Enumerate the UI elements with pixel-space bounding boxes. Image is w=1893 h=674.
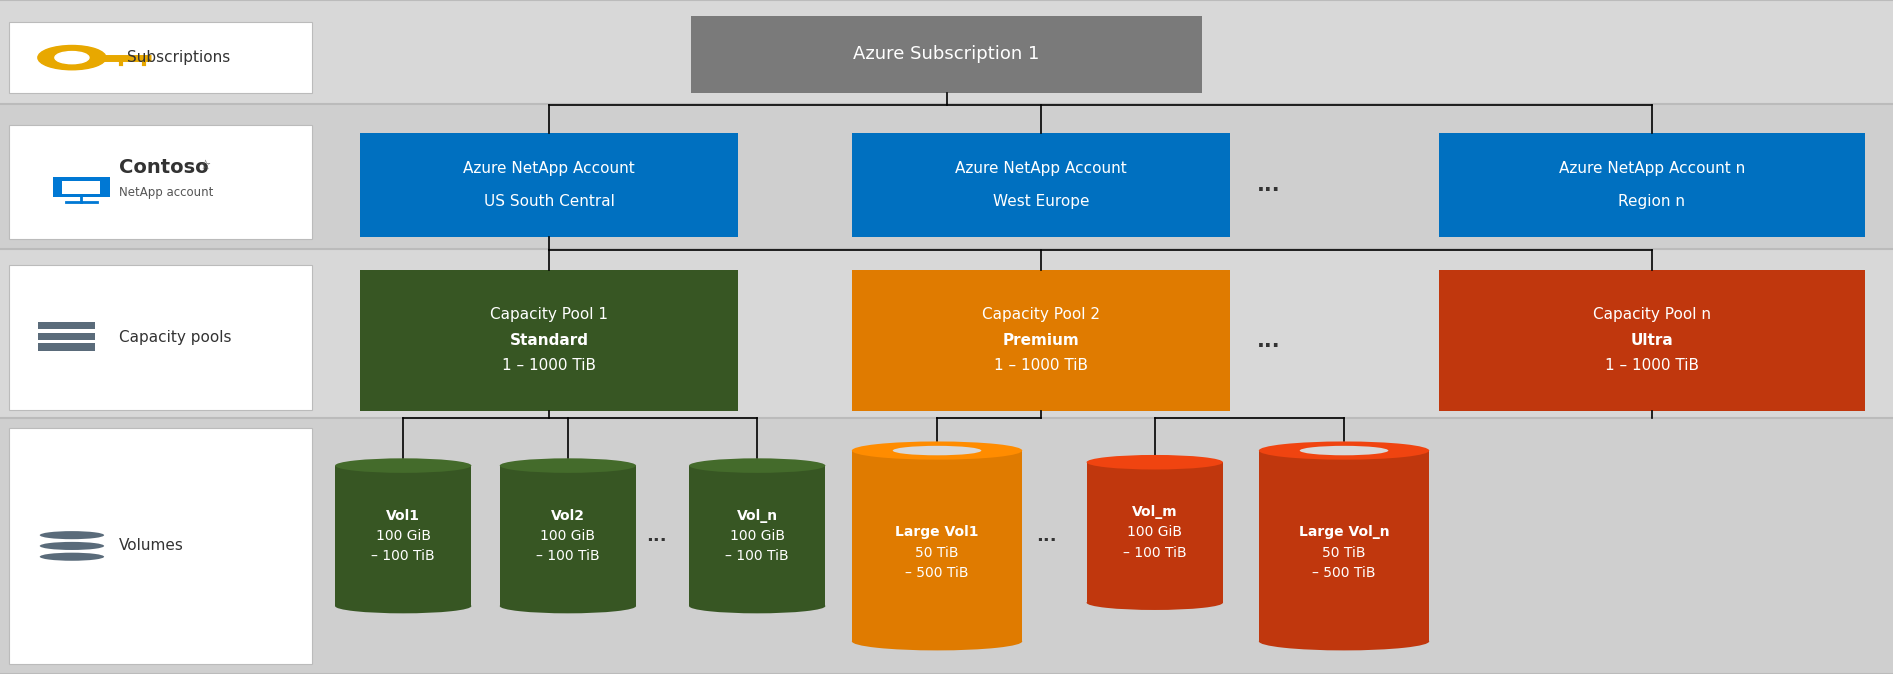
Text: Azure NetApp Account n: Azure NetApp Account n [1558,160,1745,176]
Ellipse shape [500,599,636,613]
Text: – 500 TiB: – 500 TiB [905,566,969,580]
Text: – 500 TiB: – 500 TiB [1312,566,1376,580]
FancyBboxPatch shape [852,450,1022,642]
Text: 100 GiB: 100 GiB [729,529,786,543]
Text: NetApp account: NetApp account [119,186,214,200]
FancyBboxPatch shape [852,270,1230,411]
Text: Premium: Premium [1003,333,1079,348]
FancyBboxPatch shape [1087,462,1223,603]
Text: Capacity Pool n: Capacity Pool n [1592,307,1711,322]
FancyBboxPatch shape [9,22,312,93]
FancyBboxPatch shape [0,104,1893,249]
Text: Contoso: Contoso [119,158,208,177]
FancyBboxPatch shape [9,265,312,410]
Ellipse shape [500,458,636,473]
Text: ☆: ☆ [199,159,210,173]
FancyBboxPatch shape [38,344,95,350]
Text: Azure NetApp Account: Azure NetApp Account [464,160,634,176]
FancyBboxPatch shape [0,418,1893,674]
Text: ...: ... [647,527,666,545]
Ellipse shape [1259,441,1429,460]
Text: ...: ... [1257,331,1280,351]
Text: Azure NetApp Account: Azure NetApp Account [956,160,1126,176]
Text: 1 – 1000 TiB: 1 – 1000 TiB [502,359,596,373]
FancyBboxPatch shape [500,466,636,606]
FancyBboxPatch shape [1259,450,1429,642]
FancyBboxPatch shape [360,133,738,237]
FancyBboxPatch shape [38,322,95,330]
Circle shape [38,46,106,70]
Text: Vol_n: Vol_n [736,509,778,522]
Text: Vol1: Vol1 [386,509,420,522]
Text: US South Central: US South Central [483,194,615,210]
Text: Ultra: Ultra [1630,333,1673,348]
Ellipse shape [893,446,981,456]
FancyBboxPatch shape [62,181,100,194]
Text: – 100 TiB: – 100 TiB [1123,546,1187,559]
Ellipse shape [1300,446,1388,456]
Text: 50 TiB: 50 TiB [916,546,958,559]
Ellipse shape [689,599,825,613]
FancyBboxPatch shape [360,270,738,411]
Ellipse shape [852,632,1022,650]
Text: Azure Subscription 1: Azure Subscription 1 [854,45,1039,63]
Ellipse shape [40,542,104,550]
FancyBboxPatch shape [0,0,1893,104]
Text: Vol_m: Vol_m [1132,506,1177,519]
FancyBboxPatch shape [1439,270,1865,411]
Circle shape [55,52,89,64]
Text: 100 GiB: 100 GiB [1126,526,1183,539]
FancyBboxPatch shape [53,177,110,197]
Text: Large Vol1: Large Vol1 [895,526,979,539]
FancyBboxPatch shape [691,16,1202,93]
Ellipse shape [1087,595,1223,610]
Text: 100 GiB: 100 GiB [540,529,596,543]
Ellipse shape [40,553,104,561]
Ellipse shape [335,599,471,613]
Text: Capacity Pool 2: Capacity Pool 2 [982,307,1100,322]
Ellipse shape [335,458,471,473]
Text: Volumes: Volumes [119,539,184,553]
Ellipse shape [40,531,104,539]
FancyBboxPatch shape [38,333,95,340]
Ellipse shape [1259,632,1429,650]
Ellipse shape [1087,455,1223,470]
Text: 100 GiB: 100 GiB [375,529,432,543]
Text: Vol2: Vol2 [551,509,585,522]
FancyBboxPatch shape [689,466,825,606]
Text: West Europe: West Europe [994,194,1088,210]
Text: – 100 TiB: – 100 TiB [536,549,600,563]
FancyBboxPatch shape [9,428,312,664]
Text: Standard: Standard [509,333,589,348]
Text: ...: ... [1257,175,1280,195]
Text: Capacity Pool 1: Capacity Pool 1 [490,307,608,322]
Text: – 100 TiB: – 100 TiB [725,549,789,563]
Text: 1 – 1000 TiB: 1 – 1000 TiB [1605,359,1698,373]
Text: – 100 TiB: – 100 TiB [371,549,435,563]
Text: Large Vol_n: Large Vol_n [1299,526,1389,539]
FancyBboxPatch shape [0,249,1893,418]
Text: 1 – 1000 TiB: 1 – 1000 TiB [994,359,1088,373]
FancyBboxPatch shape [335,466,471,606]
Text: 50 TiB: 50 TiB [1323,546,1365,559]
Ellipse shape [689,458,825,473]
Ellipse shape [852,441,1022,460]
Text: Subscriptions: Subscriptions [127,50,231,65]
FancyBboxPatch shape [852,133,1230,237]
FancyBboxPatch shape [9,125,312,239]
Text: Capacity pools: Capacity pools [119,330,231,345]
Text: ...: ... [1037,527,1056,545]
Text: Region n: Region n [1619,194,1685,210]
FancyBboxPatch shape [1439,133,1865,237]
